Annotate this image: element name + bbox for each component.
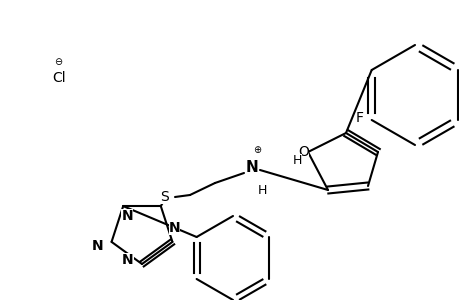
Text: ⊖: ⊖	[54, 57, 62, 67]
Text: F: F	[355, 111, 363, 125]
Text: N: N	[245, 160, 258, 175]
Text: N: N	[121, 209, 133, 223]
Text: Cl: Cl	[52, 71, 66, 85]
Text: ⊕: ⊕	[252, 145, 261, 155]
Text: N: N	[91, 239, 103, 253]
Text: H: H	[257, 184, 266, 196]
Text: N: N	[122, 253, 134, 267]
Text: O: O	[298, 145, 309, 159]
Text: H: H	[291, 154, 301, 166]
Text: S: S	[160, 190, 169, 204]
Text: N: N	[168, 221, 180, 235]
